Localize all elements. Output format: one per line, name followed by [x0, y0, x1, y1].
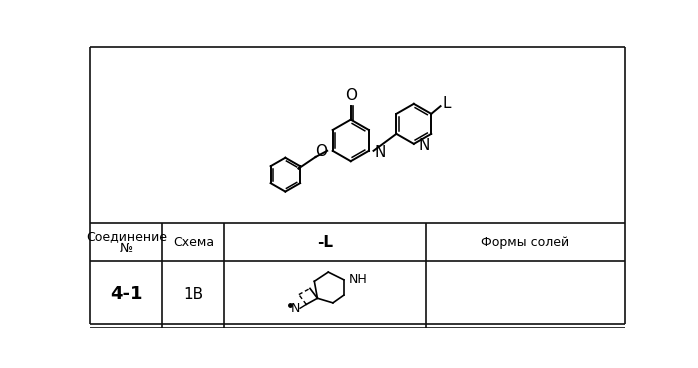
Text: Схема: Схема	[173, 236, 214, 248]
Text: N: N	[419, 138, 430, 153]
Text: №: №	[120, 243, 133, 255]
Text: Формы солей: Формы солей	[482, 236, 570, 248]
Text: Соединение: Соединение	[86, 230, 167, 243]
Text: L: L	[443, 96, 452, 112]
Text: 1B: 1B	[184, 287, 204, 302]
Text: O: O	[315, 144, 327, 159]
Text: -L: -L	[317, 234, 333, 250]
Text: O: O	[346, 88, 357, 103]
Text: N: N	[374, 145, 386, 160]
Text: NH: NH	[348, 273, 367, 286]
Text: 4-1: 4-1	[110, 286, 142, 303]
Text: N: N	[291, 302, 300, 315]
